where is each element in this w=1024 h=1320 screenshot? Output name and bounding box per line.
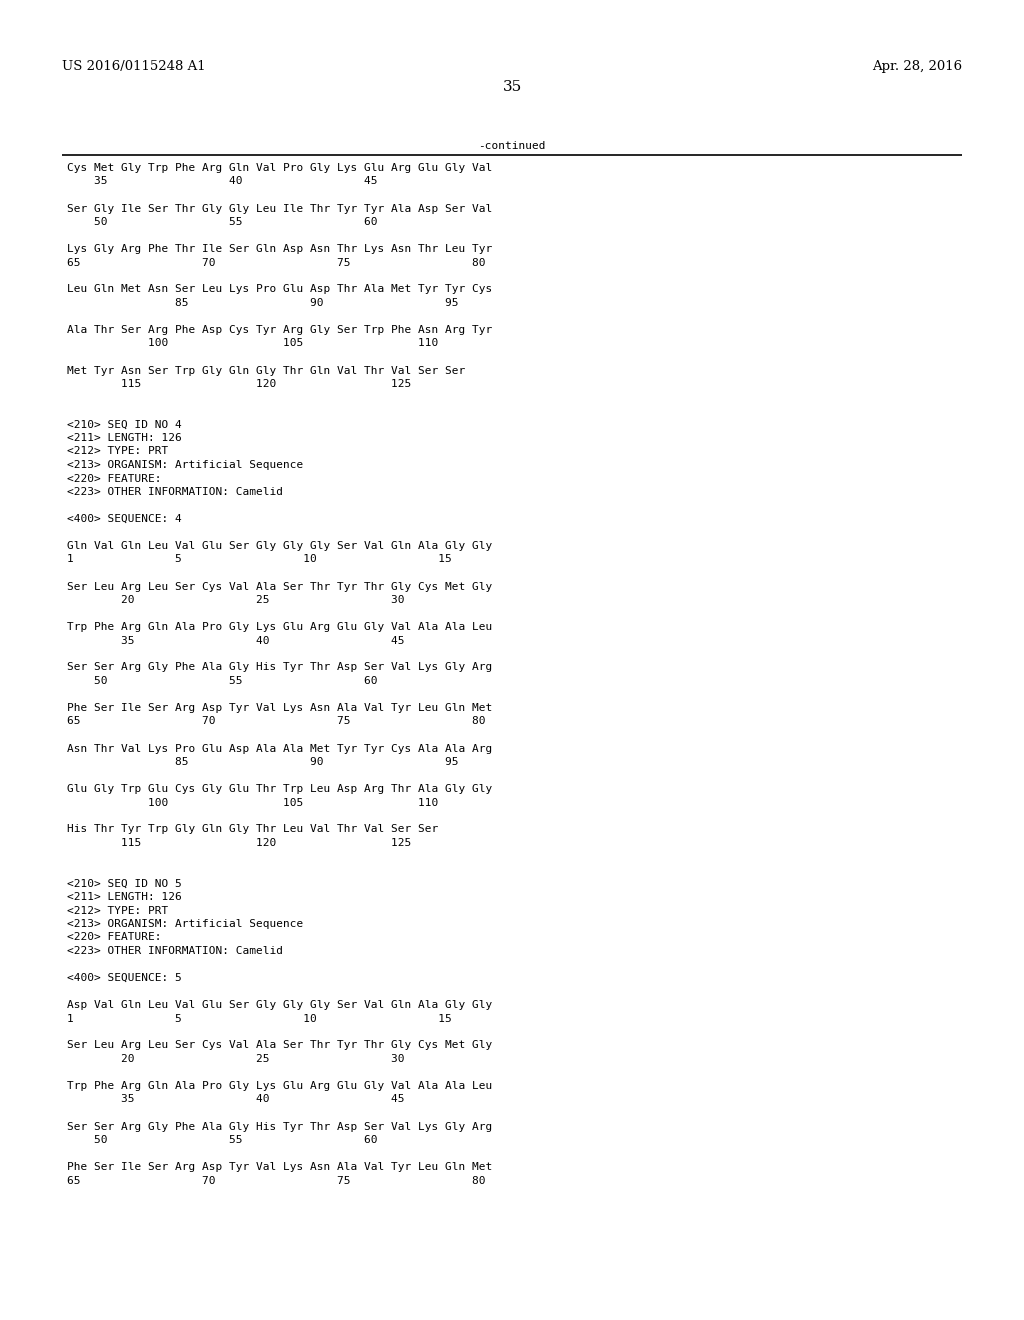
Text: Glu Gly Trp Glu Cys Gly Glu Thr Trp Leu Asp Arg Thr Ala Gly Gly: Glu Gly Trp Glu Cys Gly Glu Thr Trp Leu … [67,784,493,795]
Text: Apr. 28, 2016: Apr. 28, 2016 [871,59,962,73]
Text: 115                 120                 125: 115 120 125 [67,379,412,389]
Text: 100                 105                 110: 100 105 110 [67,338,438,348]
Text: Trp Phe Arg Gln Ala Pro Gly Lys Glu Arg Glu Gly Val Ala Ala Leu: Trp Phe Arg Gln Ala Pro Gly Lys Glu Arg … [67,1081,493,1092]
Text: His Thr Tyr Trp Gly Gln Gly Thr Leu Val Thr Val Ser Ser: His Thr Tyr Trp Gly Gln Gly Thr Leu Val … [67,825,438,834]
Text: <213> ORGANISM: Artificial Sequence: <213> ORGANISM: Artificial Sequence [67,459,303,470]
Text: 65                  70                  75                  80: 65 70 75 80 [67,1176,485,1185]
Text: 20                  25                  30: 20 25 30 [67,1053,404,1064]
Text: <211> LENGTH: 126: <211> LENGTH: 126 [67,433,181,444]
Text: 50                  55                  60: 50 55 60 [67,216,378,227]
Text: 1               5                  10                  15: 1 5 10 15 [67,1014,452,1023]
Text: 20                  25                  30: 20 25 30 [67,595,404,605]
Text: 85                  90                  95: 85 90 95 [67,298,459,308]
Text: <400> SEQUENCE: 5: <400> SEQUENCE: 5 [67,973,181,983]
Text: Leu Gln Met Asn Ser Leu Lys Pro Glu Asp Thr Ala Met Tyr Tyr Cys: Leu Gln Met Asn Ser Leu Lys Pro Glu Asp … [67,285,493,294]
Text: <212> TYPE: PRT: <212> TYPE: PRT [67,446,168,457]
Text: <213> ORGANISM: Artificial Sequence: <213> ORGANISM: Artificial Sequence [67,919,303,929]
Text: <223> OTHER INFORMATION: Camelid: <223> OTHER INFORMATION: Camelid [67,487,283,498]
Text: <210> SEQ ID NO 4: <210> SEQ ID NO 4 [67,420,181,429]
Text: <220> FEATURE:: <220> FEATURE: [67,932,162,942]
Text: Ser Ser Arg Gly Phe Ala Gly His Tyr Thr Asp Ser Val Lys Gly Arg: Ser Ser Arg Gly Phe Ala Gly His Tyr Thr … [67,663,493,672]
Text: Phe Ser Ile Ser Arg Asp Tyr Val Lys Asn Ala Val Tyr Leu Gln Met: Phe Ser Ile Ser Arg Asp Tyr Val Lys Asn … [67,704,493,713]
Text: <211> LENGTH: 126: <211> LENGTH: 126 [67,892,181,902]
Text: Asp Val Gln Leu Val Glu Ser Gly Gly Gly Ser Val Gln Ala Gly Gly: Asp Val Gln Leu Val Glu Ser Gly Gly Gly … [67,1001,493,1010]
Text: Ser Gly Ile Ser Thr Gly Gly Leu Ile Thr Tyr Tyr Ala Asp Ser Val: Ser Gly Ile Ser Thr Gly Gly Leu Ile Thr … [67,203,493,214]
Text: 50                  55                  60: 50 55 60 [67,1135,378,1144]
Text: <220> FEATURE:: <220> FEATURE: [67,474,162,483]
Text: Phe Ser Ile Ser Arg Asp Tyr Val Lys Asn Ala Val Tyr Leu Gln Met: Phe Ser Ile Ser Arg Asp Tyr Val Lys Asn … [67,1162,493,1172]
Text: Gln Val Gln Leu Val Glu Ser Gly Gly Gly Ser Val Gln Ala Gly Gly: Gln Val Gln Leu Val Glu Ser Gly Gly Gly … [67,541,493,550]
Text: 35                  40                  45: 35 40 45 [67,635,404,645]
Text: <223> OTHER INFORMATION: Camelid: <223> OTHER INFORMATION: Camelid [67,946,283,956]
Text: Ser Leu Arg Leu Ser Cys Val Ala Ser Thr Tyr Thr Gly Cys Met Gly: Ser Leu Arg Leu Ser Cys Val Ala Ser Thr … [67,1040,493,1051]
Text: US 2016/0115248 A1: US 2016/0115248 A1 [62,59,206,73]
Text: 35                  40                  45: 35 40 45 [67,1094,404,1105]
Text: <210> SEQ ID NO 5: <210> SEQ ID NO 5 [67,879,181,888]
Text: Ser Leu Arg Leu Ser Cys Val Ala Ser Thr Tyr Thr Gly Cys Met Gly: Ser Leu Arg Leu Ser Cys Val Ala Ser Thr … [67,582,493,591]
Text: Asn Thr Val Lys Pro Glu Asp Ala Ala Met Tyr Tyr Cys Ala Ala Arg: Asn Thr Val Lys Pro Glu Asp Ala Ala Met … [67,743,493,754]
Text: 115                 120                 125: 115 120 125 [67,838,412,847]
Text: 35: 35 [503,81,521,94]
Text: Trp Phe Arg Gln Ala Pro Gly Lys Glu Arg Glu Gly Val Ala Ala Leu: Trp Phe Arg Gln Ala Pro Gly Lys Glu Arg … [67,622,493,632]
Text: Ala Thr Ser Arg Phe Asp Cys Tyr Arg Gly Ser Trp Phe Asn Arg Tyr: Ala Thr Ser Arg Phe Asp Cys Tyr Arg Gly … [67,325,493,335]
Text: 35                  40                  45: 35 40 45 [67,177,378,186]
Text: 100                 105                 110: 100 105 110 [67,797,438,808]
Text: 85                  90                  95: 85 90 95 [67,756,459,767]
Text: 1               5                  10                  15: 1 5 10 15 [67,554,452,565]
Text: <400> SEQUENCE: 4: <400> SEQUENCE: 4 [67,513,181,524]
Text: Cys Met Gly Trp Phe Arg Gln Val Pro Gly Lys Glu Arg Glu Gly Val: Cys Met Gly Trp Phe Arg Gln Val Pro Gly … [67,162,493,173]
Text: -continued: -continued [478,141,546,150]
Text: Lys Gly Arg Phe Thr Ile Ser Gln Asp Asn Thr Lys Asn Thr Leu Tyr: Lys Gly Arg Phe Thr Ile Ser Gln Asp Asn … [67,244,493,253]
Text: 50                  55                  60: 50 55 60 [67,676,378,686]
Text: Ser Ser Arg Gly Phe Ala Gly His Tyr Thr Asp Ser Val Lys Gly Arg: Ser Ser Arg Gly Phe Ala Gly His Tyr Thr … [67,1122,493,1131]
Text: <212> TYPE: PRT: <212> TYPE: PRT [67,906,168,916]
Text: Met Tyr Asn Ser Trp Gly Gln Gly Thr Gln Val Thr Val Ser Ser: Met Tyr Asn Ser Trp Gly Gln Gly Thr Gln … [67,366,465,375]
Text: 65                  70                  75                  80: 65 70 75 80 [67,717,485,726]
Text: 65                  70                  75                  80: 65 70 75 80 [67,257,485,268]
